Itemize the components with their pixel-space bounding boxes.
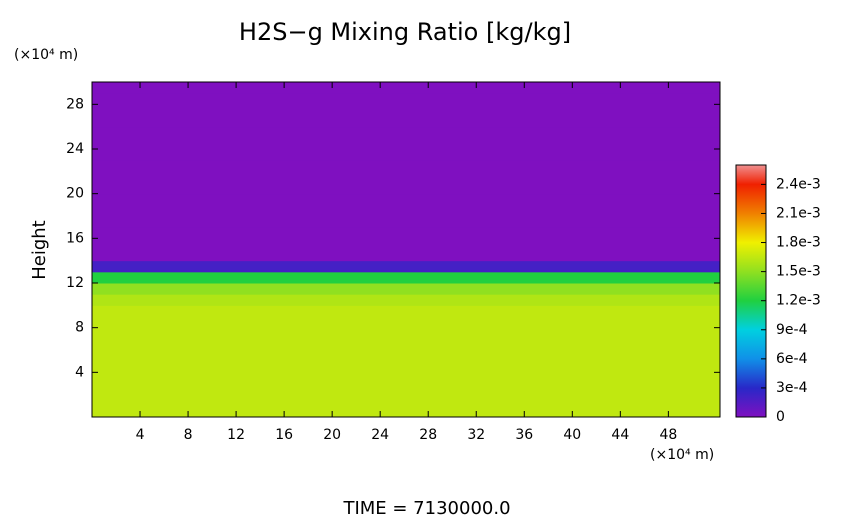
x-tick-label: 48	[659, 427, 677, 443]
colorbar-tick-label: 1.5e-3	[776, 264, 821, 280]
heat-cell	[92, 394, 720, 407]
y-tick-label: 28	[66, 96, 84, 112]
y-tick-label: 4	[75, 364, 84, 380]
heat-cell	[92, 271, 720, 284]
y-tick-label: 24	[66, 141, 84, 157]
x-tick-label: 4	[136, 427, 145, 443]
heat-cell	[92, 182, 720, 195]
heat-cell	[92, 305, 720, 317]
x-tick-label: 28	[419, 427, 437, 443]
x-tick-label: 36	[515, 427, 533, 443]
heat-cell	[92, 372, 720, 384]
x-tick-label: 12	[227, 427, 245, 443]
y-tick-label: 8	[75, 320, 84, 336]
heat-cell	[92, 193, 720, 206]
colorbar-tick-label: 9e-4	[776, 322, 808, 338]
x-tick-label: 16	[275, 427, 293, 443]
y-axis-label: Height	[29, 220, 50, 280]
heat-cell	[92, 160, 720, 172]
heat-cell	[92, 171, 720, 183]
x-tick-label: 32	[467, 427, 485, 443]
x-tick-label: 44	[611, 427, 629, 443]
heat-cell	[92, 283, 720, 295]
colorbar-tick-label: 1.2e-3	[776, 293, 821, 309]
heat-cell	[92, 93, 720, 105]
x-tick-label: 24	[371, 427, 389, 443]
heat-cell	[92, 137, 720, 150]
y-unit: (×10⁴ m)	[14, 47, 78, 63]
heat-cell	[92, 260, 720, 273]
x-tick-label: 20	[323, 427, 341, 443]
plot-frame	[91, 81, 721, 418]
heat-cell	[92, 294, 720, 306]
x-tick-label: 8	[184, 427, 193, 443]
y-tick-label: 12	[66, 275, 84, 291]
heat-cell	[92, 227, 720, 239]
colorbar-tick-label: 2.1e-3	[776, 205, 821, 221]
x-tick-label: 40	[563, 427, 581, 443]
y-tick-label: 16	[66, 230, 84, 246]
chart-title: H2S−g Mixing Ratio [kg/kg]	[239, 18, 571, 46]
heat-cell	[92, 405, 720, 418]
heat-cell	[92, 149, 720, 161]
colorbar-tick-label: 6e-4	[776, 351, 808, 367]
heat-cell	[92, 126, 720, 139]
heat-cell	[92, 338, 720, 351]
x-unit: (×10⁴ m)	[650, 447, 714, 463]
y-tick-label: 20	[66, 186, 84, 202]
heat-cell	[92, 361, 720, 373]
heat-cell	[92, 327, 720, 340]
colorbar-tick-label: 1.8e-3	[776, 235, 821, 251]
heat-cell	[92, 216, 720, 228]
heat-cell	[92, 238, 720, 250]
colorbar-tick-label: 0	[776, 409, 785, 425]
heat-cell	[92, 249, 720, 262]
heat-cell	[92, 82, 720, 94]
heat-cell	[92, 204, 720, 217]
colorbar-tick-label: 3e-4	[776, 380, 808, 396]
heat-cell	[92, 350, 720, 362]
time-label: TIME = 7130000.0	[342, 498, 510, 519]
colorbar	[735, 164, 767, 418]
colorbar-tick-label: 2.4e-3	[776, 176, 821, 192]
heat-cell	[92, 115, 720, 128]
heat-cell	[92, 104, 720, 116]
heat-cell	[92, 316, 720, 329]
heat-cell	[92, 383, 720, 396]
